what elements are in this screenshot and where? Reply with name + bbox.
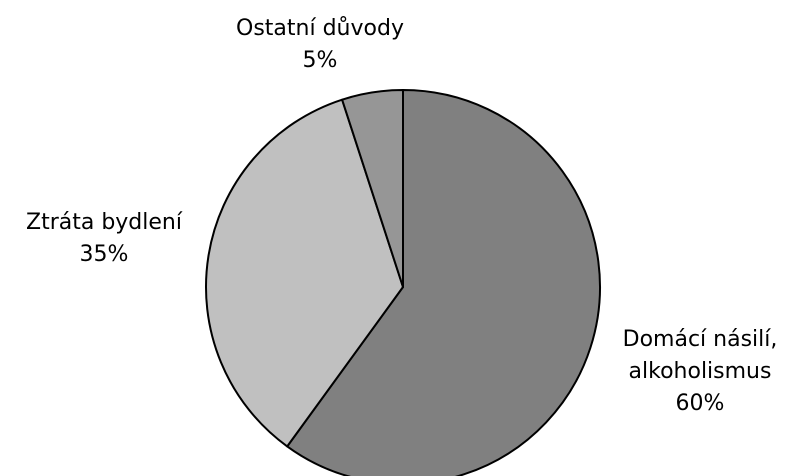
pie-slice-2 [341, 89, 404, 288]
pie-slice-name-label: Ztráta bydlení [26, 210, 183, 235]
pie-slice-1 [205, 98, 404, 448]
pie-slice-value-label: 35% [80, 242, 129, 267]
pie-slice-name-label: Ostatní důvody [236, 16, 404, 41]
pie-slice-0 [286, 89, 601, 476]
pie-labels: Domácí násilí, alkoholismus 60% Ztráta bydl… [26, 16, 777, 416]
pie-slice-value-label: 5% [303, 48, 338, 73]
pie-slice-name-label: alkoholismus [629, 359, 772, 384]
pie-slice-label-1: Ztráta bydlení 35% [26, 210, 183, 267]
pie-slice-label-0: Domácí násilí, alkoholismus 60% [623, 327, 778, 416]
pie-slice-label-2: Ostatní důvody 5% [236, 16, 404, 73]
pie-slice-name-label: Domácí násilí, [623, 327, 778, 352]
pie-slices [205, 89, 601, 476]
pie-slice-value-label: 60% [676, 391, 725, 416]
